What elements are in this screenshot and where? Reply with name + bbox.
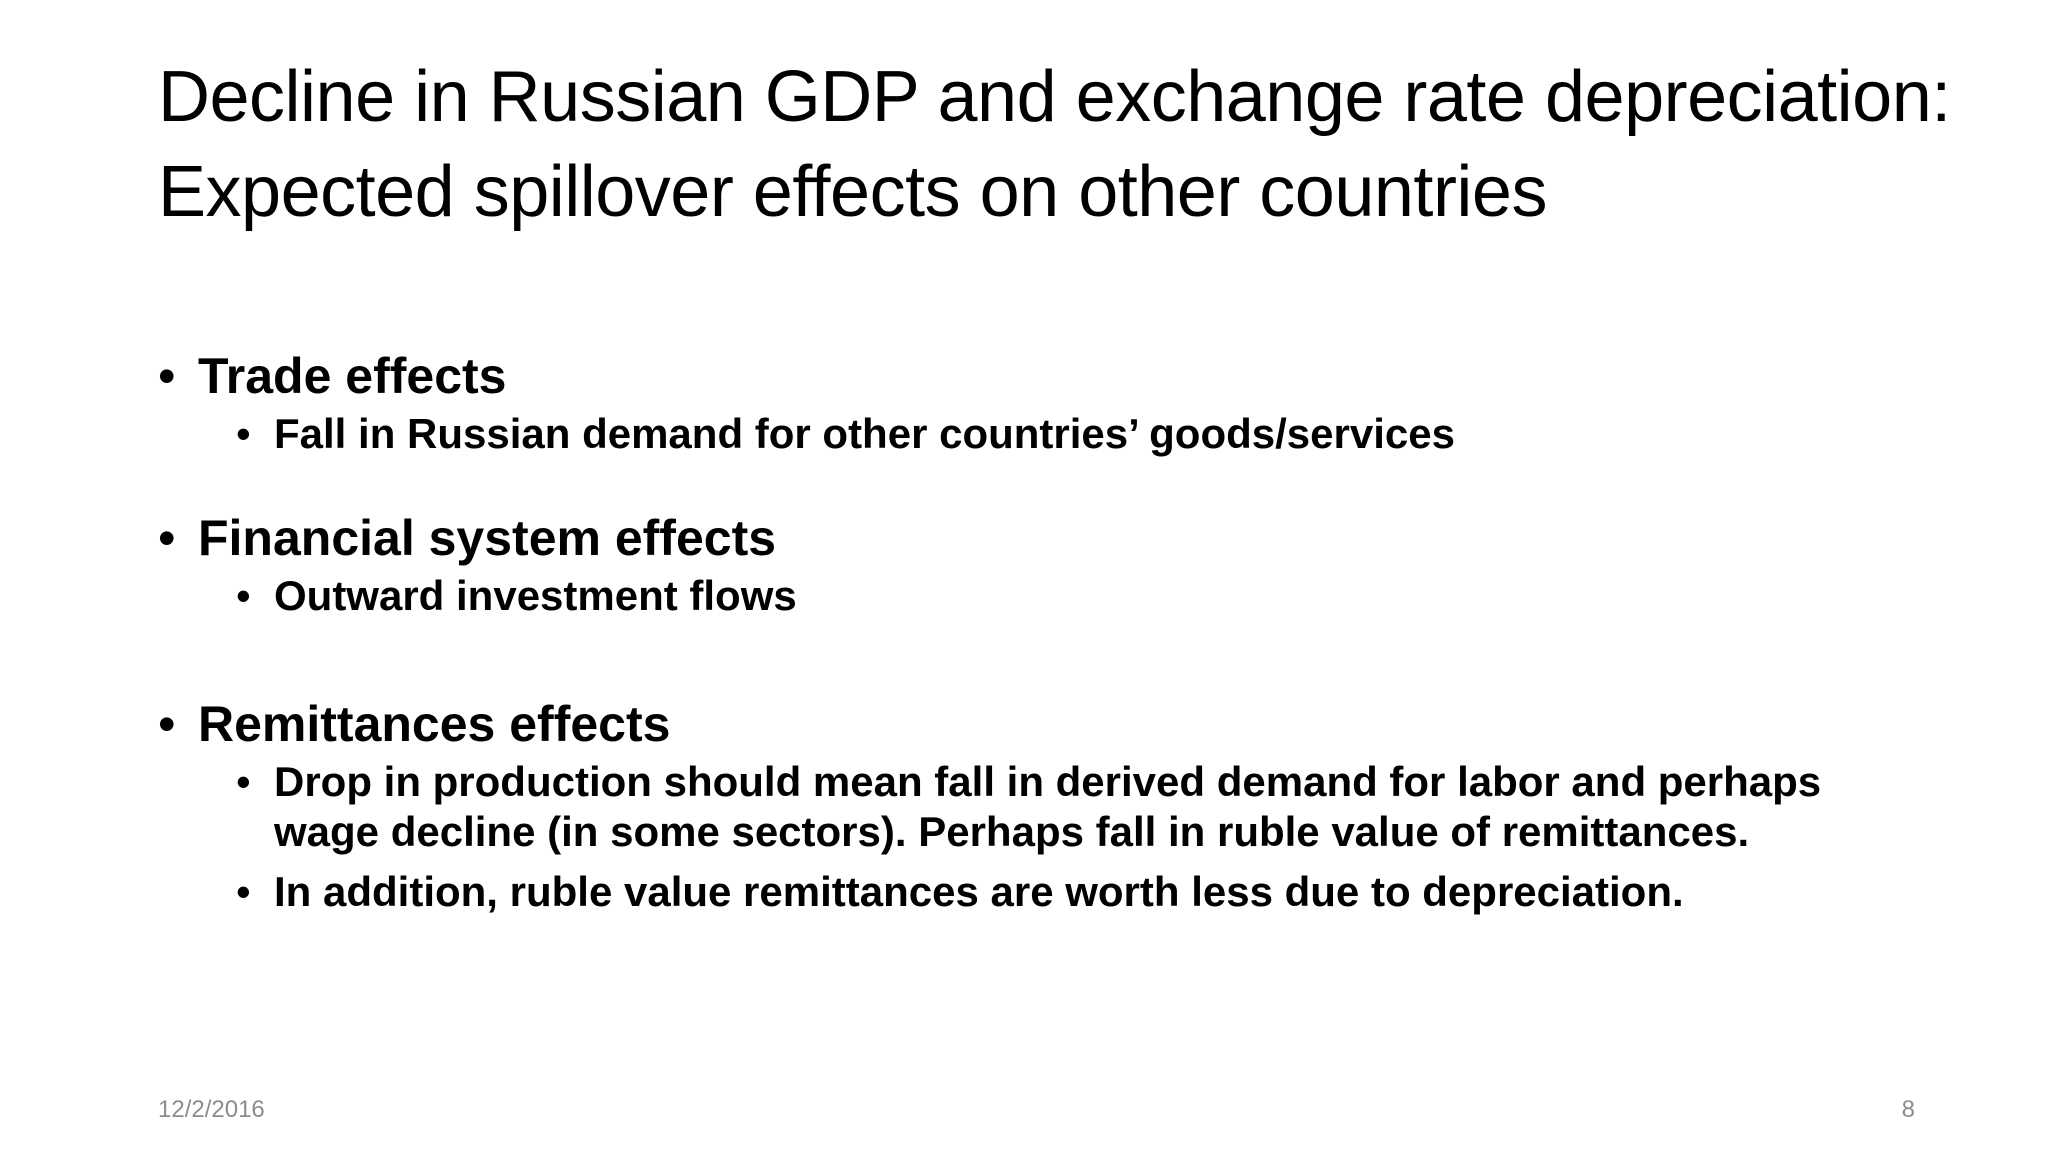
slide-content: • Trade effects • Fall in Russian demand… [158,345,1898,917]
bullet-icon: • [236,410,251,457]
list-item: • In addition, ruble value remittances a… [236,867,1898,917]
section-heading: Financial system effects [198,510,777,566]
list-item-text: Drop in production should mean fall in d… [274,758,1822,855]
page-number: 8 [1901,1096,1915,1123]
list-item-text: Outward investment flows [274,572,797,619]
footer-date: 12/2/2016 [158,1096,265,1123]
bullet-icon: • [236,758,251,805]
list-item-text: Fall in Russian demand for other countri… [274,410,1455,457]
list-item: • Outward investment flows [236,571,1898,621]
list-item: • Fall in Russian demand for other count… [236,409,1898,459]
sub-list: • Outward investment flows [198,571,1898,621]
section-remittances-effects: • Remittances effects • Drop in producti… [158,693,1898,917]
sub-list: • Fall in Russian demand for other count… [198,409,1898,459]
section-heading: Trade effects [198,348,507,404]
bullet-icon: • [236,868,251,915]
list-item: • Drop in production should mean fall in… [236,757,1898,857]
section-trade-effects: • Trade effects • Fall in Russian demand… [158,345,1898,459]
bullet-icon: • [158,696,176,752]
section-financial-system-effects: • Financial system effects • Outward inv… [158,507,1898,621]
bullet-icon: • [158,348,176,404]
section-heading: Remittances effects [198,696,671,752]
slide-title: Decline in Russian GDP and exchange rate… [158,57,1951,232]
bullet-icon: • [236,572,251,619]
list-item-text: In addition, ruble value remittances are… [274,868,1684,915]
bullet-icon: • [158,510,176,566]
sub-list: • Drop in production should mean fall in… [198,757,1898,917]
